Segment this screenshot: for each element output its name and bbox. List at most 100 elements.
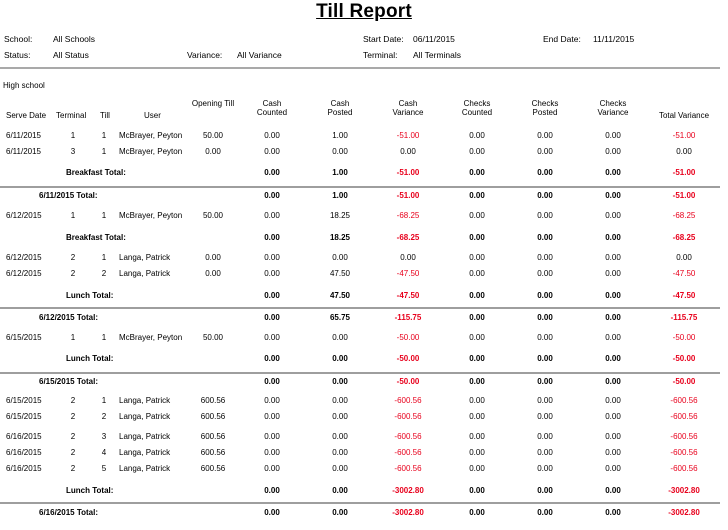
- checks-posted-cell: 0.00: [537, 448, 553, 457]
- checks-posted-cell: 0.00: [537, 147, 553, 156]
- checks-variance-cell: 0.00: [605, 253, 621, 262]
- cash-posted-cell: 1.00: [332, 131, 348, 140]
- status-filter-value: All Status: [53, 50, 89, 60]
- checks-posted-cell: 0.00: [537, 333, 553, 342]
- cash-variance-cell: -47.50: [396, 291, 420, 300]
- cash-counted-cell: 0.00: [264, 233, 280, 242]
- opening-till-cell: 50.00: [202, 131, 224, 140]
- col-checks-counted-line1: Checks: [463, 99, 491, 108]
- cash-counted-cell: 0.00: [264, 354, 280, 363]
- checks-counted-cell: 0.00: [469, 168, 485, 177]
- total-variance-cell: 0.00: [676, 147, 692, 156]
- terminal-filter-label: Terminal:: [363, 50, 398, 60]
- end-date-label: End Date:: [543, 34, 581, 44]
- checks-counted-cell: 0.00: [469, 464, 485, 473]
- col-cash-counted-line1: Cash: [262, 99, 282, 108]
- serve-date-cell: 6/11/2015: [6, 147, 41, 156]
- terminal-cell: 2: [70, 448, 76, 457]
- col-user: User: [144, 111, 161, 120]
- cash-counted-cell: 0.00: [264, 432, 280, 441]
- user-cell: Langa, Patrick: [119, 253, 171, 262]
- checks-counted-cell: 0.00: [469, 233, 485, 242]
- checks-variance-cell: 0.00: [605, 233, 621, 242]
- school-group-label: High school: [3, 81, 45, 90]
- cash-counted-cell: 0.00: [264, 168, 280, 177]
- total-variance-cell: -600.56: [670, 432, 698, 441]
- cash-posted-cell: 47.50: [329, 269, 351, 278]
- total-variance-cell: -3002.80: [668, 486, 700, 495]
- meal-total-label: Breakfast Total:: [66, 168, 126, 177]
- checks-variance-cell: 0.00: [605, 486, 621, 495]
- checks-posted-cell: 0.00: [537, 131, 553, 140]
- cash-posted-cell: 0.00: [332, 354, 348, 363]
- col-checks-posted-line2: Posted: [532, 108, 558, 117]
- till-cell: 3: [101, 432, 107, 441]
- checks-variance-cell: 0.00: [605, 131, 621, 140]
- checks-posted-cell: 0.00: [537, 412, 553, 421]
- col-checks-variance-line1: Checks: [599, 99, 627, 108]
- col-serve-date: Serve Date: [6, 111, 47, 120]
- checks-counted-cell: 0.00: [469, 333, 485, 342]
- col-cash-variance: Cash Variance: [383, 99, 433, 117]
- checks-posted-cell: 0.00: [537, 377, 553, 386]
- user-cell: Langa, Patrick: [119, 412, 171, 421]
- cash-counted-cell: 0.00: [264, 131, 280, 140]
- cash-variance-cell: -3002.80: [392, 486, 424, 495]
- cash-variance-cell: -47.50: [396, 269, 420, 278]
- cash-variance-cell: -600.56: [394, 432, 422, 441]
- checks-counted-cell: 0.00: [469, 412, 485, 421]
- cash-posted-cell: 0.00: [332, 412, 348, 421]
- cash-variance-cell: -51.00: [396, 191, 420, 200]
- checks-variance-cell: 0.00: [605, 269, 621, 278]
- checks-posted-cell: 0.00: [537, 354, 553, 363]
- cash-counted-cell: 0.00: [264, 486, 280, 495]
- total-variance-cell: -47.50: [672, 291, 696, 300]
- serve-date-cell: 6/16/2015: [6, 432, 42, 441]
- serve-date-cell: 6/15/2015: [6, 396, 42, 405]
- cash-variance-cell: 0.00: [400, 253, 416, 262]
- cash-posted-cell: 0.00: [332, 396, 348, 405]
- col-terminal: Terminal: [56, 111, 87, 120]
- start-date-label: Start Date:: [363, 34, 404, 44]
- group-separator: [0, 372, 720, 374]
- header-rule: [0, 67, 720, 69]
- checks-counted-cell: 0.00: [469, 377, 485, 386]
- terminal-cell: 2: [70, 253, 76, 262]
- checks-variance-cell: 0.00: [605, 191, 621, 200]
- col-total-variance: Total Variance: [658, 111, 710, 120]
- till-cell: 2: [101, 412, 107, 421]
- cash-counted-cell: 0.00: [264, 211, 280, 220]
- checks-counted-cell: 0.00: [469, 131, 485, 140]
- checks-posted-cell: 0.00: [537, 269, 553, 278]
- checks-counted-cell: 0.00: [469, 508, 485, 517]
- total-variance-cell: -51.00: [672, 168, 696, 177]
- total-variance-cell: 0.00: [676, 253, 692, 262]
- till-cell: 1: [101, 211, 107, 220]
- serve-date-cell: 6/12/2015: [6, 211, 42, 220]
- total-variance-cell: -50.00: [672, 333, 696, 342]
- checks-variance-cell: 0.00: [605, 147, 621, 156]
- opening-till-cell: 600.56: [200, 448, 226, 457]
- col-checks-posted-line1: Checks: [531, 99, 559, 108]
- serve-date-cell: 6/11/2015: [6, 131, 41, 140]
- total-variance-cell: -600.56: [670, 464, 698, 473]
- user-cell: Langa, Patrick: [119, 448, 171, 457]
- col-cash-posted: Cash Posted: [315, 99, 365, 117]
- checks-counted-cell: 0.00: [469, 354, 485, 363]
- serve-date-cell: 6/16/2015: [6, 448, 42, 457]
- user-cell: McBrayer, Peyton: [119, 147, 183, 156]
- cash-variance-cell: -115.75: [394, 313, 422, 322]
- serve-date-cell: 6/12/2015: [6, 253, 42, 262]
- cash-posted-cell: 0.00: [332, 377, 348, 386]
- terminal-cell: 2: [70, 432, 76, 441]
- total-variance-cell: -600.56: [670, 396, 698, 405]
- end-date-value: 11/11/2015: [593, 34, 635, 44]
- total-variance-cell: -51.00: [672, 191, 696, 200]
- cash-posted-cell: 0.00: [332, 448, 348, 457]
- school-filter-label: School:: [4, 34, 33, 44]
- checks-variance-cell: 0.00: [605, 508, 621, 517]
- checks-counted-cell: 0.00: [469, 486, 485, 495]
- total-variance-cell: -3002.80: [668, 508, 700, 517]
- cash-variance-cell: 0.00: [400, 147, 416, 156]
- serve-date-cell: 6/15/2015: [6, 333, 42, 342]
